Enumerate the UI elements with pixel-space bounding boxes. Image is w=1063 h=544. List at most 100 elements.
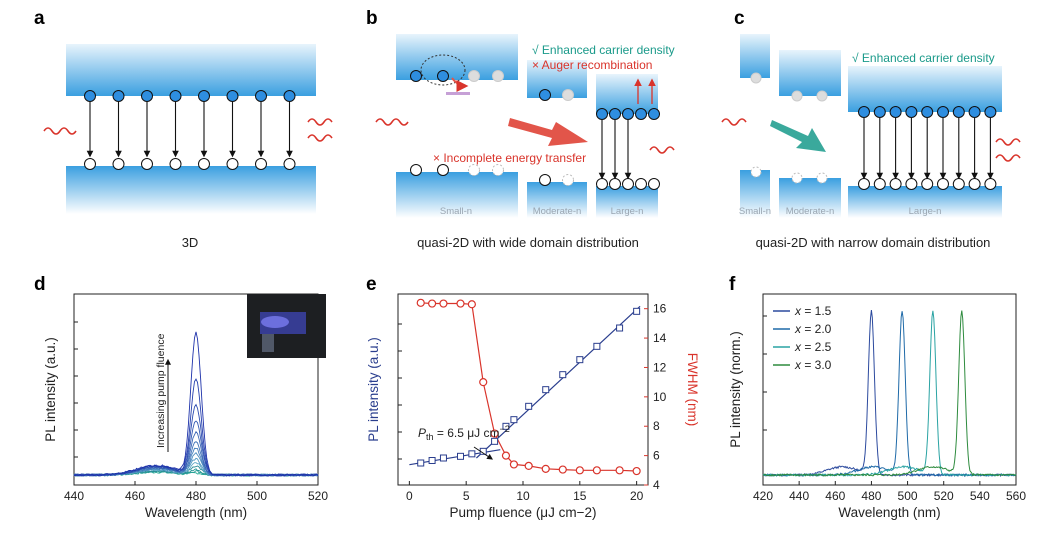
fwhm-point [615, 466, 624, 475]
x-tick-label: 460 [825, 489, 845, 503]
plot-frame [762, 293, 1017, 486]
fwhm-point [541, 464, 550, 473]
chart-d-annotation: Increasing pump fluence [155, 333, 167, 448]
region-moderate-n-b: Moderate-n [533, 206, 582, 217]
x-tick-label: 420 [753, 489, 773, 503]
legend-value: = 2.0 [801, 322, 832, 336]
faded-hole [492, 164, 504, 176]
pl-intensity-point [559, 371, 567, 379]
hole [255, 158, 267, 170]
electron [112, 90, 125, 102]
auger-ellipse [420, 54, 466, 86]
panel-label-d: d [34, 274, 46, 295]
legend-label: x = 2.5 [794, 340, 832, 354]
legend-label: x = 1.5 [794, 304, 832, 318]
panel-a-diagram [43, 44, 333, 214]
panel-label-e: e [366, 274, 377, 295]
hole [609, 178, 621, 190]
auger-bar [446, 92, 470, 95]
threshold-label: Pth = 6.5 μJ cm−2 [418, 424, 510, 442]
note-auger: × Auger recombination [532, 58, 652, 72]
fit-line-above [476, 305, 641, 459]
x-tick-label: 520 [308, 489, 328, 503]
electron [84, 90, 96, 102]
hole [648, 178, 660, 190]
chart-f: 420 440 460 480 500 520 540 560 Wavelength (nm) P… [728, 293, 1026, 520]
electron [609, 108, 621, 120]
electron [635, 108, 647, 120]
pl-intensity-point [491, 437, 499, 445]
threshold-subscript: th [426, 432, 434, 442]
x-tick-label: 480 [186, 489, 206, 503]
fwhm-point [501, 451, 511, 460]
region-large-n-c: Large-n [909, 206, 942, 217]
faded-hole [816, 172, 828, 184]
hole [141, 158, 153, 170]
y2-tick-label: 10 [653, 390, 667, 404]
electron [873, 106, 886, 118]
band-moderate-n-bottom-c [779, 178, 841, 218]
pl-intensity-point [428, 457, 436, 464]
faded-electron [791, 90, 803, 102]
pl-intensity-point [457, 452, 464, 460]
emission-photon-wave [307, 118, 333, 126]
threshold-exponent: −2 [499, 424, 509, 434]
hole [539, 174, 551, 186]
legend-variable: x [794, 358, 802, 372]
fwhm-point [467, 300, 476, 309]
pl-spectrum-curve [73, 378, 319, 477]
valence-band [66, 166, 316, 214]
electron [255, 90, 267, 102]
band-large-n-top-c [848, 66, 1002, 112]
electron [198, 90, 210, 102]
faded-electron [468, 70, 480, 82]
faded-hole [750, 166, 762, 178]
hole [596, 178, 608, 190]
y2-axis-label: FWHM (nm) [685, 353, 700, 426]
hole [169, 158, 182, 170]
electron [921, 106, 934, 118]
pl-intensity-point [616, 324, 624, 332]
hole [937, 178, 949, 190]
x-tick-label: 20 [630, 489, 644, 503]
y2-tick-label: 16 [653, 302, 667, 316]
band-small-n-bottom-c [740, 170, 770, 218]
x-tick-label: 540 [970, 489, 990, 503]
hole [889, 178, 902, 190]
legend-variable: x [794, 304, 802, 318]
y2-tick-label: 4 [653, 478, 660, 492]
band-large-n-bottom-c [848, 186, 1002, 218]
x-tick-label: 500 [898, 489, 918, 503]
x-tick-label: 0 [406, 489, 413, 503]
threshold-pointer [473, 446, 493, 460]
inset-stand [262, 334, 274, 352]
electron [141, 90, 153, 102]
emission-photon-wave [995, 154, 1021, 162]
y2-tick-label: 12 [653, 360, 667, 374]
fwhm-point [558, 465, 567, 474]
hole [921, 178, 934, 190]
electron [984, 106, 997, 118]
electron [968, 106, 981, 118]
faded-electron [492, 70, 504, 82]
electron [622, 108, 634, 120]
band-small-n-top-c [740, 34, 770, 78]
inset-glow [261, 316, 289, 328]
conduction-band [66, 44, 316, 96]
electron [952, 106, 965, 118]
fwhm-line [420, 302, 637, 472]
x-tick-label: 440 [64, 489, 84, 503]
region-small-n-b: Small-n [440, 206, 472, 217]
x-tick-label: 480 [861, 489, 881, 503]
pl-intensity-point [502, 422, 510, 430]
electron [596, 108, 608, 120]
inset-photo [247, 294, 326, 358]
pl-intensity-point [468, 450, 476, 458]
hole [283, 158, 296, 170]
electron [226, 90, 239, 102]
panel-a-caption: 3D [182, 235, 199, 250]
faded-electron [816, 90, 828, 102]
y-axis-label: PL intensity (a.u.) [43, 337, 58, 442]
hole [84, 158, 96, 170]
